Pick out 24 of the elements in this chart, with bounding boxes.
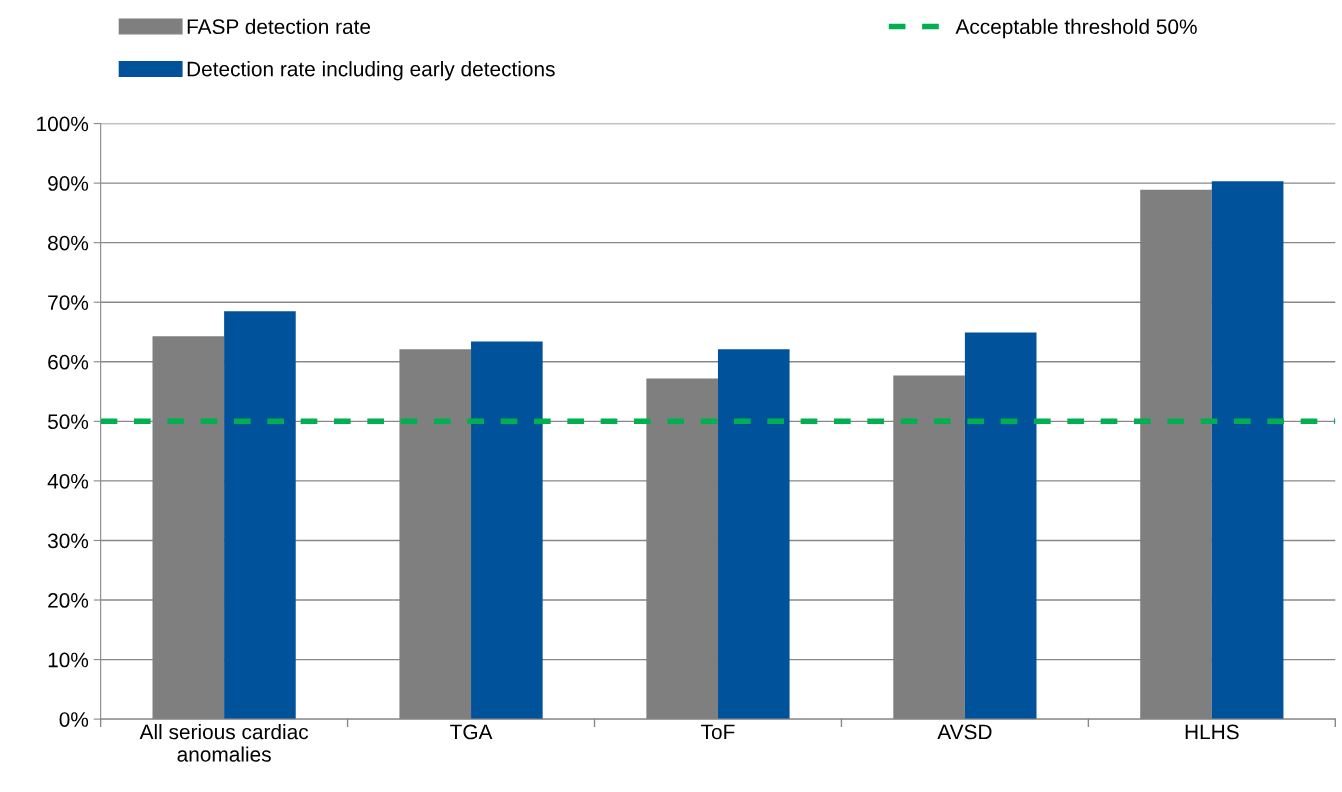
bar (717, 349, 790, 720)
y-tick-label: 80% (48, 235, 89, 251)
x-tick-label: HLHS (1185, 724, 1239, 740)
y-tick-label: 70% (48, 295, 89, 310)
y-tick-label: 90% (48, 176, 89, 191)
bar (471, 341, 543, 720)
y-tick-label: 10% (48, 652, 89, 668)
x-tick-label: TGA (450, 724, 493, 740)
bar (1211, 181, 1284, 720)
y-tick-label: 0% (59, 712, 89, 727)
y-tick-label: 40% (47, 473, 89, 489)
y-tick-label: 30% (47, 533, 89, 549)
legend-label: FASP detection rate (187, 18, 371, 35)
y-tick-label: 100% (37, 116, 89, 132)
x-tick-label: All serious cardiac anomalies (139, 724, 309, 762)
legend-label: Detection rate including early detections (187, 61, 555, 81)
y-tick-label: 50% (47, 414, 89, 430)
x-tick-label: AVSD (937, 724, 992, 740)
bar (964, 332, 1037, 720)
bar (224, 311, 296, 720)
legend-label: Acceptable threshold 50% (955, 18, 1197, 39)
y-tick-label: 60% (48, 354, 89, 370)
y-tick-label: 20% (48, 593, 89, 608)
x-tick-label: ToF (701, 724, 735, 740)
